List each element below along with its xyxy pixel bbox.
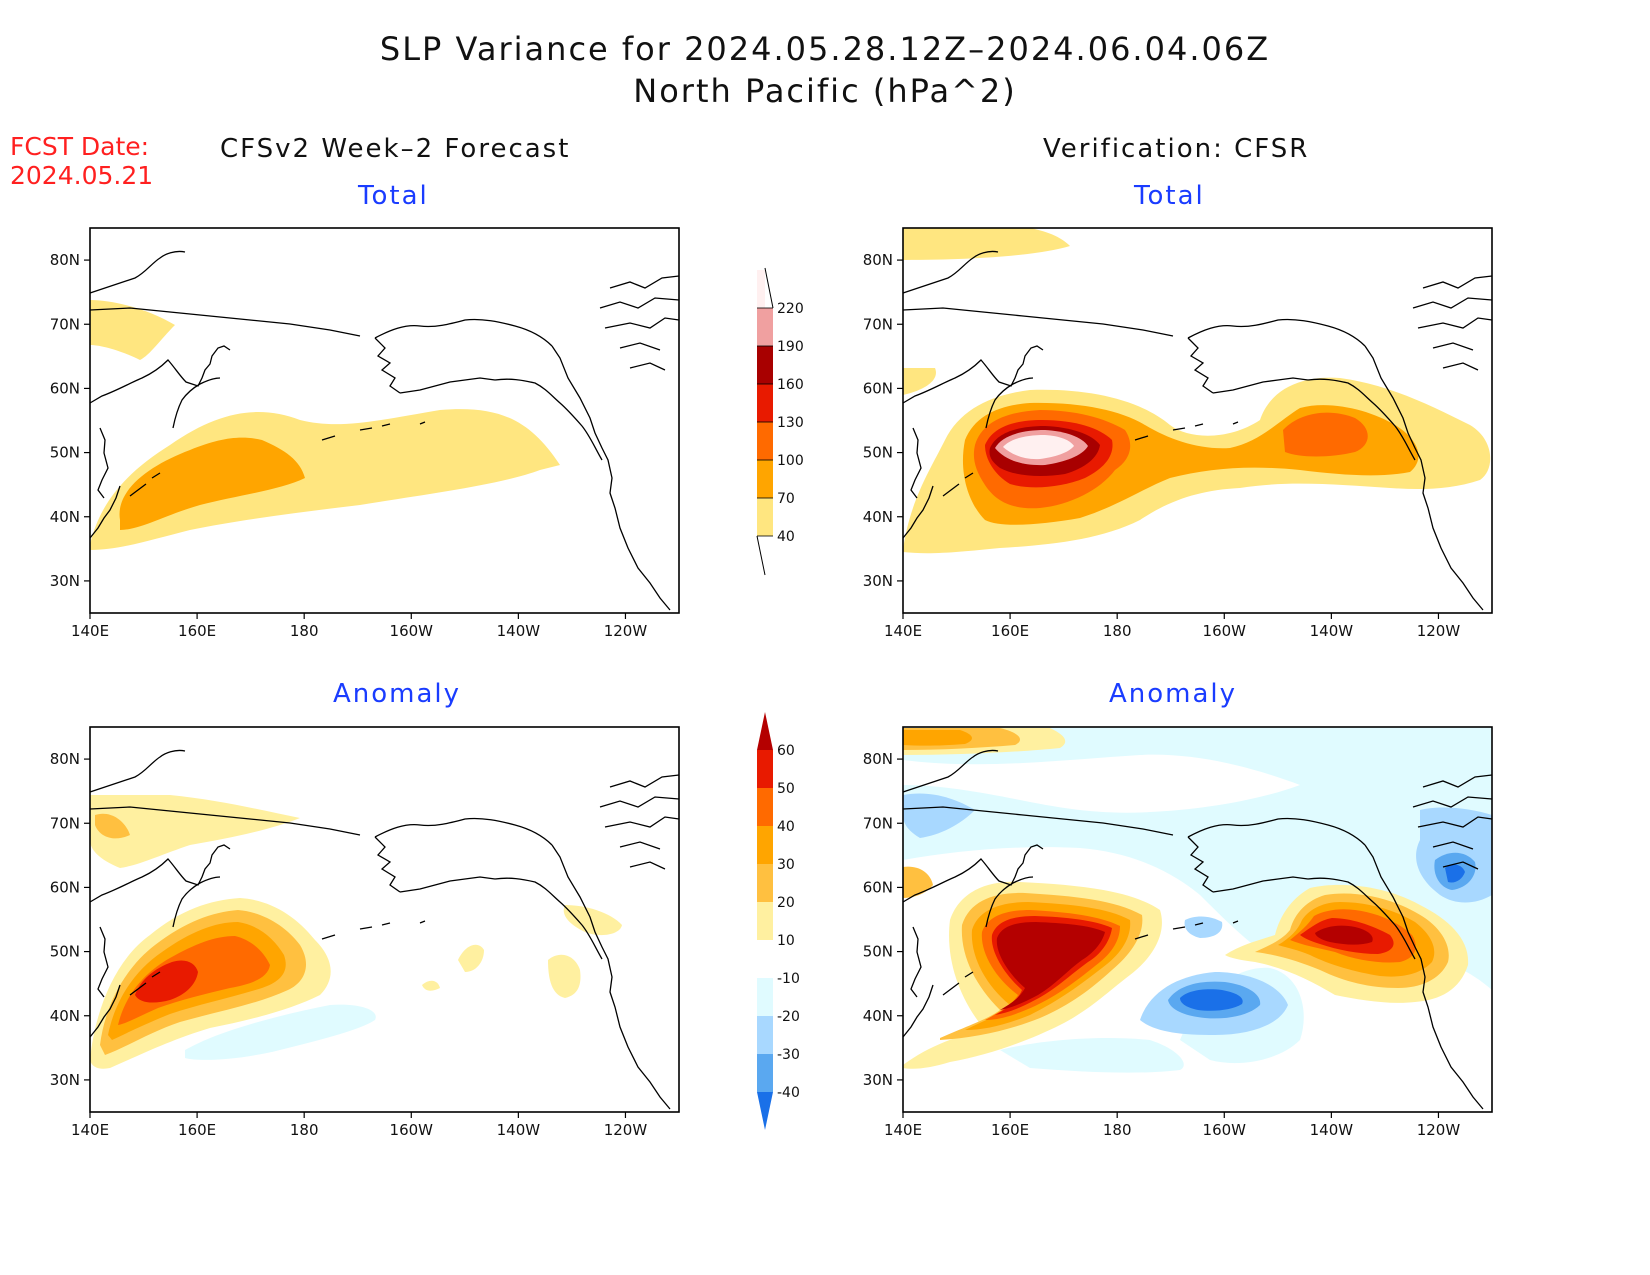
main-title-line-1: SLP Variance for 2024.05.28.12Z–2024.06.…: [379, 30, 1271, 68]
lon-tick-label: 180: [1103, 1121, 1132, 1139]
main-title-line-2: North Pacific (hPa^2): [633, 72, 1017, 110]
lon-tick-label: 140W: [1310, 622, 1354, 640]
lat-tick-label: 70N: [50, 814, 80, 832]
panel-forecast-anomaly: [89, 726, 680, 1113]
colorbar-anomaly: 60 50 40 30 20 10 -10 -20 -30 -40: [757, 712, 800, 1130]
colorbar-total: 40 70 100 130 160 190 220: [756, 267, 804, 576]
lat-tick-label: 70N: [863, 315, 893, 333]
lat-tick-label: 80N: [863, 750, 893, 768]
lon-tick-label: 180: [290, 622, 319, 640]
lat-tick-label: 80N: [50, 251, 80, 269]
lon-tick-label: 160E: [178, 622, 216, 640]
lat-tick-label: 50N: [863, 943, 893, 961]
colorbar-anomaly-label: 60: [777, 743, 795, 759]
colorbar-total-label: 40: [777, 529, 795, 545]
lon-tick-label: 180: [290, 1121, 319, 1139]
lon-tick-label: 120W: [604, 1121, 648, 1139]
lat-tick-label: 50N: [50, 943, 80, 961]
panel-forecast-total: [89, 227, 680, 614]
lat-tick-label: 60N: [863, 379, 893, 397]
lat-tick-label: 60N: [50, 878, 80, 896]
colorbar-anomaly-label: -20: [777, 1009, 800, 1025]
panel-title-forecast-anomaly: Anomaly: [333, 679, 462, 709]
panel-title-verification-anomaly: Anomaly: [1109, 679, 1238, 709]
lon-tick-label: 120W: [1417, 622, 1461, 640]
colorbar-anomaly-label: 10: [777, 933, 795, 949]
colorbar-total-label: 70: [777, 491, 795, 507]
lat-tick-label: 50N: [863, 444, 893, 462]
lon-tick-label: 140E: [884, 622, 922, 640]
lon-tick-label: 140E: [884, 1121, 922, 1139]
lon-tick-label: 160E: [991, 1121, 1029, 1139]
colorbar-anomaly-label: -40: [777, 1085, 800, 1101]
lat-tick-label: 70N: [50, 315, 80, 333]
lat-tick-label: 30N: [50, 1071, 80, 1089]
lat-tick-label: 30N: [50, 572, 80, 590]
lat-tick-label: 30N: [863, 1071, 893, 1089]
panel-frame: [902, 227, 1493, 614]
colorbar-total-label: 130: [777, 415, 804, 431]
colorbar-anomaly-label: -30: [777, 1047, 800, 1063]
lon-tick-label: 160W: [390, 622, 434, 640]
left-column-title: CFSv2 Week–2 Forecast: [220, 134, 571, 164]
panel-verification-anomaly: [902, 726, 1493, 1113]
lat-tick-label: 60N: [863, 878, 893, 896]
colorbar-anomaly-label: 20: [777, 895, 795, 911]
colorbar-total-label: 100: [777, 453, 804, 469]
panel-frame: [902, 726, 1493, 1113]
lon-tick-label: 160W: [1203, 622, 1247, 640]
lat-tick-label: 40N: [50, 1007, 80, 1025]
panel-title-forecast-total: Total: [358, 181, 429, 211]
panel-frame: [89, 726, 680, 1113]
lon-tick-label: 140W: [497, 622, 541, 640]
axes: 140E 160E 180 160W 140W 120W 80N 70N 60N 50N 40N 30…: [50, 251, 1461, 1139]
lon-tick-label: 140E: [71, 622, 109, 640]
colorbar-total-label: 220: [777, 301, 804, 317]
panel-verification-total: [902, 227, 1493, 614]
lon-tick-label: 160W: [1203, 1121, 1247, 1139]
lat-tick-label: 80N: [50, 750, 80, 768]
lon-tick-label: 140W: [1310, 1121, 1354, 1139]
panel-frame: [89, 227, 680, 614]
colorbar-total-label: 160: [777, 377, 804, 393]
panel-title-verification-total: Total: [1134, 181, 1205, 211]
colorbar-anomaly-label: 40: [777, 819, 795, 835]
lat-tick-label: 30N: [863, 572, 893, 590]
lat-tick-label: 70N: [863, 814, 893, 832]
lon-tick-label: 120W: [1417, 1121, 1461, 1139]
lon-tick-label: 180: [1103, 622, 1132, 640]
lon-tick-label: 140W: [497, 1121, 541, 1139]
right-column-title: Verification: CFSR: [1043, 134, 1310, 164]
lat-tick-label: 50N: [50, 444, 80, 462]
forecast-date-value: 2024.05.21: [10, 161, 154, 190]
lat-tick-label: 60N: [50, 379, 80, 397]
lon-tick-label: 160E: [991, 622, 1029, 640]
lon-tick-label: 160W: [390, 1121, 434, 1139]
forecast-date-label: FCST Date:: [10, 132, 150, 161]
colorbar-anomaly-label: -10: [777, 971, 800, 987]
lon-tick-label: 120W: [604, 622, 648, 640]
lat-tick-label: 40N: [863, 508, 893, 526]
lat-tick-label: 40N: [50, 508, 80, 526]
lat-tick-label: 40N: [863, 1007, 893, 1025]
lon-tick-label: 160E: [178, 1121, 216, 1139]
colorbar-anomaly-label: 50: [777, 781, 795, 797]
lon-tick-label: 140E: [71, 1121, 109, 1139]
lat-tick-label: 80N: [863, 251, 893, 269]
colorbar-anomaly-label: 30: [777, 857, 795, 873]
colorbar-total-label: 190: [777, 339, 804, 355]
